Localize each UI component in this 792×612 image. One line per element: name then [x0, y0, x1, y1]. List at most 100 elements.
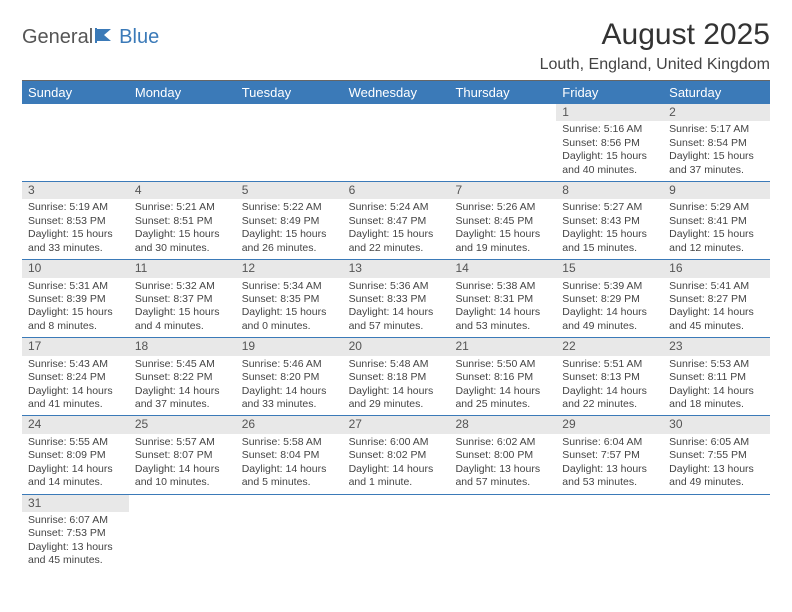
sunset-text: Sunset: 8:39 PM: [28, 293, 123, 306]
daylight-text: Daylight: 15 hours and 33 minutes.: [28, 228, 123, 255]
sunset-text: Sunset: 8:41 PM: [669, 215, 764, 228]
day-number: 24: [22, 416, 129, 433]
sunset-text: Sunset: 8:02 PM: [349, 449, 444, 462]
sunrise-text: Sunrise: 6:07 AM: [28, 514, 123, 527]
weekday-header: Monday: [129, 81, 236, 104]
sunset-text: Sunset: 8:27 PM: [669, 293, 764, 306]
day-content: Sunrise: 5:46 AMSunset: 8:20 PMDaylight:…: [236, 356, 343, 416]
sunrise-text: Sunrise: 5:16 AM: [562, 123, 657, 136]
day-number: 28: [449, 416, 556, 433]
daylight-text: Daylight: 14 hours and 45 minutes.: [669, 306, 764, 333]
day-content: Sunrise: 5:55 AMSunset: 8:09 PMDaylight:…: [22, 434, 129, 494]
day-content: Sunrise: 5:57 AMSunset: 8:07 PMDaylight:…: [129, 434, 236, 494]
day-cell: 28Sunrise: 6:02 AMSunset: 8:00 PMDayligh…: [449, 416, 556, 493]
sunset-text: Sunset: 8:37 PM: [135, 293, 230, 306]
sunrise-text: Sunrise: 5:17 AM: [669, 123, 764, 136]
logo-text-general: General: [22, 26, 93, 49]
day-number: 27: [343, 416, 450, 433]
day-cell: [449, 495, 556, 572]
sunrise-text: Sunrise: 5:31 AM: [28, 280, 123, 293]
day-cell: 17Sunrise: 5:43 AMSunset: 8:24 PMDayligh…: [22, 338, 129, 415]
daylight-text: Daylight: 14 hours and 25 minutes.: [455, 385, 550, 412]
day-cell: 14Sunrise: 5:38 AMSunset: 8:31 PMDayligh…: [449, 260, 556, 337]
sunset-text: Sunset: 8:29 PM: [562, 293, 657, 306]
header: General Blue August 2025 Louth, England,…: [22, 18, 770, 74]
weekday-header: Saturday: [663, 81, 770, 104]
day-number: 14: [449, 260, 556, 277]
sunset-text: Sunset: 8:09 PM: [28, 449, 123, 462]
location: Louth, England, United Kingdom: [540, 56, 770, 74]
week-row: 31Sunrise: 6:07 AMSunset: 7:53 PMDayligh…: [22, 495, 770, 572]
daylight-text: Daylight: 15 hours and 37 minutes.: [669, 150, 764, 177]
daylight-text: Daylight: 14 hours and 29 minutes.: [349, 385, 444, 412]
sunrise-text: Sunrise: 5:27 AM: [562, 201, 657, 214]
day-content: Sunrise: 5:38 AMSunset: 8:31 PMDaylight:…: [449, 278, 556, 338]
day-cell: 3Sunrise: 5:19 AMSunset: 8:53 PMDaylight…: [22, 182, 129, 259]
sunset-text: Sunset: 8:11 PM: [669, 371, 764, 384]
daylight-text: Daylight: 14 hours and 57 minutes.: [349, 306, 444, 333]
day-cell: 18Sunrise: 5:45 AMSunset: 8:22 PMDayligh…: [129, 338, 236, 415]
day-number: 9: [663, 182, 770, 199]
weekday-header: Friday: [556, 81, 663, 104]
week-row: 3Sunrise: 5:19 AMSunset: 8:53 PMDaylight…: [22, 182, 770, 260]
sunrise-text: Sunrise: 5:21 AM: [135, 201, 230, 214]
day-number: 11: [129, 260, 236, 277]
sunrise-text: Sunrise: 5:39 AM: [562, 280, 657, 293]
day-cell: 31Sunrise: 6:07 AMSunset: 7:53 PMDayligh…: [22, 495, 129, 572]
sunset-text: Sunset: 8:04 PM: [242, 449, 337, 462]
sunset-text: Sunset: 8:16 PM: [455, 371, 550, 384]
day-number: 13: [343, 260, 450, 277]
day-cell: 8Sunrise: 5:27 AMSunset: 8:43 PMDaylight…: [556, 182, 663, 259]
sunrise-text: Sunrise: 5:34 AM: [242, 280, 337, 293]
day-content: Sunrise: 6:05 AMSunset: 7:55 PMDaylight:…: [663, 434, 770, 494]
day-cell: 9Sunrise: 5:29 AMSunset: 8:41 PMDaylight…: [663, 182, 770, 259]
day-content: Sunrise: 5:58 AMSunset: 8:04 PMDaylight:…: [236, 434, 343, 494]
day-number: 5: [236, 182, 343, 199]
daylight-text: Daylight: 15 hours and 15 minutes.: [562, 228, 657, 255]
day-cell: [236, 495, 343, 572]
weekday-header: Tuesday: [236, 81, 343, 104]
document-page: General Blue August 2025 Louth, England,…: [0, 0, 792, 590]
day-number: 18: [129, 338, 236, 355]
daylight-text: Daylight: 15 hours and 12 minutes.: [669, 228, 764, 255]
day-cell: 22Sunrise: 5:51 AMSunset: 8:13 PMDayligh…: [556, 338, 663, 415]
day-number: 7: [449, 182, 556, 199]
day-cell: [663, 495, 770, 572]
day-cell: 2Sunrise: 5:17 AMSunset: 8:54 PMDaylight…: [663, 104, 770, 181]
day-number: 6: [343, 182, 450, 199]
day-number: 3: [22, 182, 129, 199]
day-cell: 20Sunrise: 5:48 AMSunset: 8:18 PMDayligh…: [343, 338, 450, 415]
day-content: Sunrise: 5:24 AMSunset: 8:47 PMDaylight:…: [343, 199, 450, 259]
daylight-text: Daylight: 14 hours and 1 minute.: [349, 463, 444, 490]
day-content: Sunrise: 5:51 AMSunset: 8:13 PMDaylight:…: [556, 356, 663, 416]
day-content: Sunrise: 5:29 AMSunset: 8:41 PMDaylight:…: [663, 199, 770, 259]
day-cell: 27 Sunrise: 6:00 AMSunset: 8:02 PMDayligh…: [343, 416, 450, 493]
logo: General Blue: [22, 26, 159, 49]
day-cell: [129, 495, 236, 572]
day-content: Sunrise: 5:16 AMSunset: 8:56 PMDaylight:…: [556, 121, 663, 181]
day-number: 15: [556, 260, 663, 277]
week-row: 1Sunrise: 5:16 AMSunset: 8:56 PMDaylight…: [22, 104, 770, 182]
daylight-text: Daylight: 15 hours and 40 minutes.: [562, 150, 657, 177]
day-cell: 25Sunrise: 5:57 AMSunset: 8:07 PMDayligh…: [129, 416, 236, 493]
day-number: 25: [129, 416, 236, 433]
day-cell: [343, 104, 450, 181]
day-number: 21: [449, 338, 556, 355]
day-content: Sunrise: 6:07 AMSunset: 7:53 PMDaylight:…: [22, 512, 129, 572]
day-number: 4: [129, 182, 236, 199]
day-content: Sunrise: 5:21 AMSunset: 8:51 PMDaylight:…: [129, 199, 236, 259]
sunrise-text: Sunrise: 6:00 AM: [349, 436, 444, 449]
sunset-text: Sunset: 7:55 PM: [669, 449, 764, 462]
day-content: Sunrise: 5:39 AMSunset: 8:29 PMDaylight:…: [556, 278, 663, 338]
sunrise-text: Sunrise: 5:36 AM: [349, 280, 444, 293]
day-content: Sunrise: 5:32 AMSunset: 8:37 PMDaylight:…: [129, 278, 236, 338]
day-content: Sunrise: 5:19 AMSunset: 8:53 PMDaylight:…: [22, 199, 129, 259]
day-number: 19: [236, 338, 343, 355]
day-cell: 5Sunrise: 5:22 AMSunset: 8:49 PMDaylight…: [236, 182, 343, 259]
day-number: 2: [663, 104, 770, 121]
week-row: 17Sunrise: 5:43 AMSunset: 8:24 PMDayligh…: [22, 338, 770, 416]
day-number: 10: [22, 260, 129, 277]
daylight-text: Daylight: 15 hours and 26 minutes.: [242, 228, 337, 255]
daylight-text: Daylight: 15 hours and 19 minutes.: [455, 228, 550, 255]
day-cell: 29Sunrise: 6:04 AMSunset: 7:57 PMDayligh…: [556, 416, 663, 493]
